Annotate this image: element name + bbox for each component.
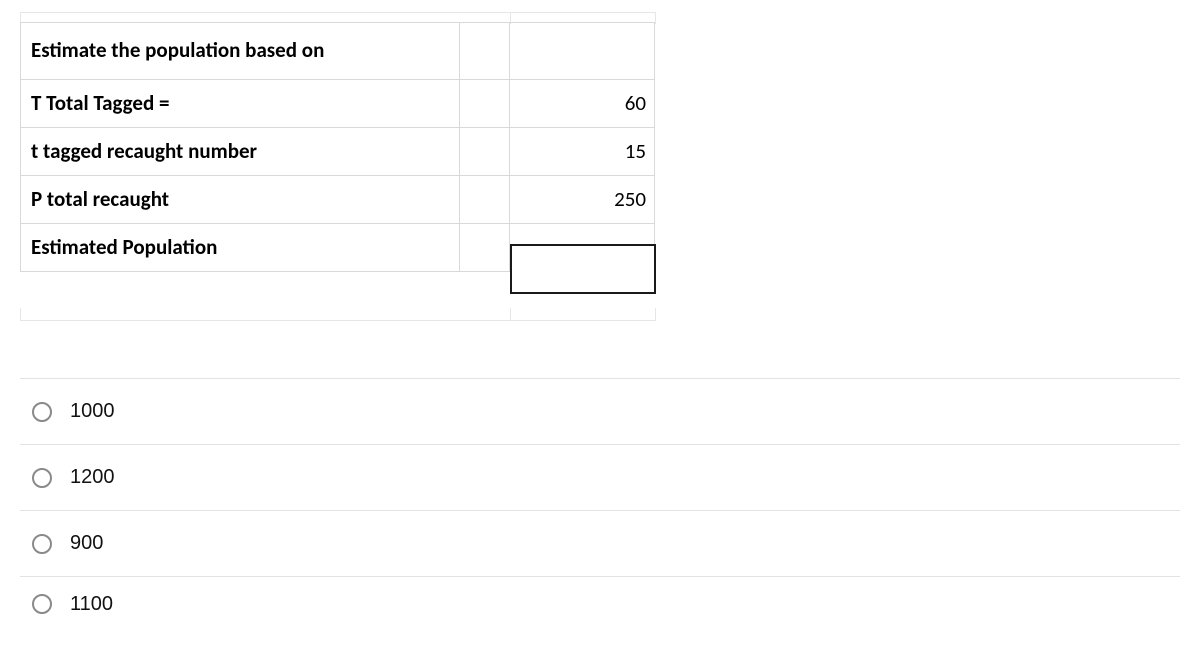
row-total-tagged: T Total Tagged = (20, 80, 460, 128)
table-row: t tagged recaught number 15 (20, 128, 655, 176)
table-row: T Total Tagged = 60 (20, 80, 655, 128)
faint-gridline (20, 320, 656, 321)
row-total-recaught: P total recaught (20, 176, 460, 224)
value-total-recaught: 250 (510, 176, 655, 224)
spacer-cell (460, 176, 510, 224)
option-1000[interactable]: 1000 (20, 379, 1180, 444)
value-cell (510, 22, 655, 80)
spacer-cell (460, 224, 510, 272)
table-row: Estimate the population based on (20, 22, 655, 80)
faint-gridline (510, 308, 511, 320)
option-1100[interactable]: 1100 (20, 577, 1180, 631)
value-tagged-recaught: 15 (510, 128, 655, 176)
radio-icon (32, 402, 52, 422)
radio-icon (32, 468, 52, 488)
radio-icon (32, 594, 52, 614)
page: Estimate the population based on T Total… (0, 0, 1200, 650)
option-900[interactable]: 900 (20, 511, 1180, 576)
radio-icon (32, 534, 52, 554)
option-1200[interactable]: 1200 (20, 445, 1180, 510)
option-label: 1000 (70, 400, 115, 423)
spacer-cell (460, 128, 510, 176)
faint-gridline (655, 12, 656, 24)
value-total-tagged: 60 (510, 80, 655, 128)
table-row: P total recaught 250 (20, 176, 655, 224)
option-label: 900 (70, 532, 103, 555)
spacer-cell (460, 80, 510, 128)
option-label: 1200 (70, 466, 115, 489)
faint-gridline (20, 12, 656, 13)
row-heading: Estimate the population based on (20, 22, 460, 80)
faint-gridline (655, 308, 656, 320)
option-label: 1100 (70, 593, 113, 616)
data-table: Estimate the population based on T Total… (20, 22, 655, 272)
answer-options: 1000 1200 900 1100 (20, 378, 1180, 631)
spacer-cell (460, 22, 510, 80)
row-estimated-population: Estimated Population (20, 224, 460, 272)
selected-cell[interactable] (510, 244, 656, 294)
faint-gridline (20, 308, 21, 320)
row-tagged-recaught: t tagged recaught number (20, 128, 460, 176)
